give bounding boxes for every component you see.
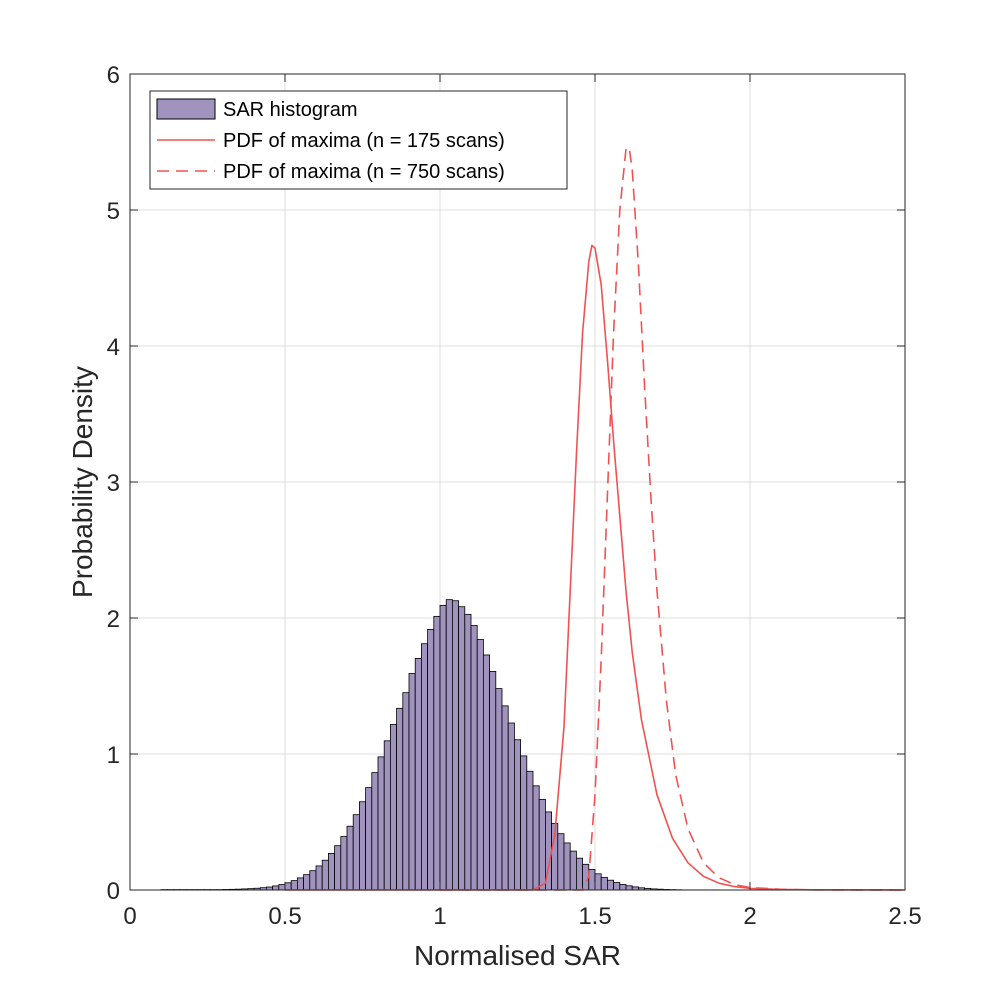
histogram-bar bbox=[514, 739, 522, 891]
histogram-bar bbox=[625, 885, 633, 891]
histogram-bar bbox=[594, 873, 602, 891]
histogram-bar bbox=[569, 850, 577, 891]
histogram-bar bbox=[383, 740, 391, 891]
histogram-bar bbox=[427, 629, 435, 891]
y-tick-label: 5 bbox=[107, 198, 120, 225]
histogram-bar bbox=[334, 845, 342, 891]
histogram-bar bbox=[557, 833, 565, 891]
x-axis-title: Normalised SAR bbox=[414, 940, 621, 971]
y-tick-label: 4 bbox=[107, 334, 120, 361]
pdf-line-750-scans bbox=[440, 146, 906, 891]
histogram-bar bbox=[389, 724, 397, 891]
histogram-bar bbox=[272, 885, 280, 891]
histogram-bar bbox=[451, 600, 459, 891]
legend: SAR histogram PDF of maxima (n = 175 scan… bbox=[149, 90, 568, 190]
histogram-bar bbox=[303, 874, 311, 891]
histogram-bar bbox=[284, 882, 292, 891]
histogram-bar bbox=[352, 814, 360, 891]
x-tick-label: 2 bbox=[743, 903, 756, 930]
histogram-bar bbox=[396, 707, 404, 891]
histogram-bar bbox=[464, 613, 472, 891]
histogram-bar bbox=[420, 643, 428, 891]
histogram-bar bbox=[538, 799, 546, 891]
pdf-lines bbox=[285, 146, 906, 891]
histogram-bar bbox=[327, 853, 335, 891]
histogram-bar bbox=[377, 756, 385, 891]
histogram-bar bbox=[476, 639, 484, 891]
x-tick-label: 0 bbox=[123, 903, 136, 930]
histogram-bar bbox=[414, 657, 422, 891]
x-tick-label: 1 bbox=[433, 903, 446, 930]
histogram-bar bbox=[520, 755, 528, 891]
legend-swatch-histogram bbox=[156, 98, 216, 120]
histogram-bar bbox=[470, 625, 478, 891]
histogram-bar bbox=[495, 688, 503, 891]
y-axis-title: Probability Density bbox=[67, 366, 98, 598]
histogram-bar bbox=[340, 836, 348, 891]
histogram-bar bbox=[290, 880, 298, 891]
histogram-bar bbox=[563, 842, 571, 891]
histogram-bar bbox=[309, 870, 317, 891]
histogram-bar bbox=[501, 705, 509, 891]
y-tick-label: 0 bbox=[107, 878, 120, 905]
histogram-bar bbox=[346, 825, 354, 891]
legend-label: SAR histogram bbox=[223, 99, 358, 121]
histogram-bar bbox=[458, 606, 466, 891]
x-tick-label: 1.5 bbox=[578, 903, 611, 930]
histogram-bar bbox=[489, 671, 497, 891]
histogram-bar bbox=[613, 882, 621, 891]
axis-ticks: 0 0.5 1 1.5 2 2.5 0 1 2 3 4 5 6 bbox=[107, 62, 922, 930]
y-tick-label: 2 bbox=[107, 606, 120, 633]
histogram-bar bbox=[278, 884, 286, 891]
histogram-bar bbox=[445, 599, 453, 891]
histogram-bar bbox=[439, 604, 447, 891]
legend-label: PDF of maxima (n = 175 scans) bbox=[223, 130, 505, 152]
x-tick-label: 0.5 bbox=[268, 903, 301, 930]
histogram-bar bbox=[358, 801, 366, 891]
histogram-bar bbox=[402, 692, 410, 891]
histogram-bar bbox=[371, 772, 379, 891]
histogram-bar bbox=[526, 770, 534, 891]
histogram-bar bbox=[321, 859, 329, 891]
histogram-bar bbox=[607, 879, 615, 891]
y-tick-label: 3 bbox=[107, 470, 120, 497]
histogram-bars bbox=[160, 599, 720, 891]
histogram-bar bbox=[365, 787, 373, 891]
histogram-bar bbox=[433, 615, 441, 891]
histogram-bar bbox=[619, 884, 627, 891]
y-tick-label: 6 bbox=[107, 62, 120, 89]
legend-label: PDF of maxima (n = 750 scans) bbox=[223, 161, 505, 183]
histogram-bar bbox=[532, 785, 540, 891]
histogram-bar bbox=[576, 857, 584, 891]
legend-box bbox=[149, 90, 568, 190]
y-tick-label: 1 bbox=[107, 742, 120, 769]
histogram-bar bbox=[408, 673, 416, 891]
histogram-bar bbox=[482, 654, 490, 891]
histogram-bar bbox=[315, 865, 323, 891]
x-tick-label: 2.5 bbox=[888, 903, 921, 930]
pdf-line-175-scans bbox=[285, 244, 906, 891]
histogram-bar bbox=[296, 877, 304, 891]
histogram-bar bbox=[507, 722, 515, 891]
histogram-bar bbox=[600, 876, 608, 891]
